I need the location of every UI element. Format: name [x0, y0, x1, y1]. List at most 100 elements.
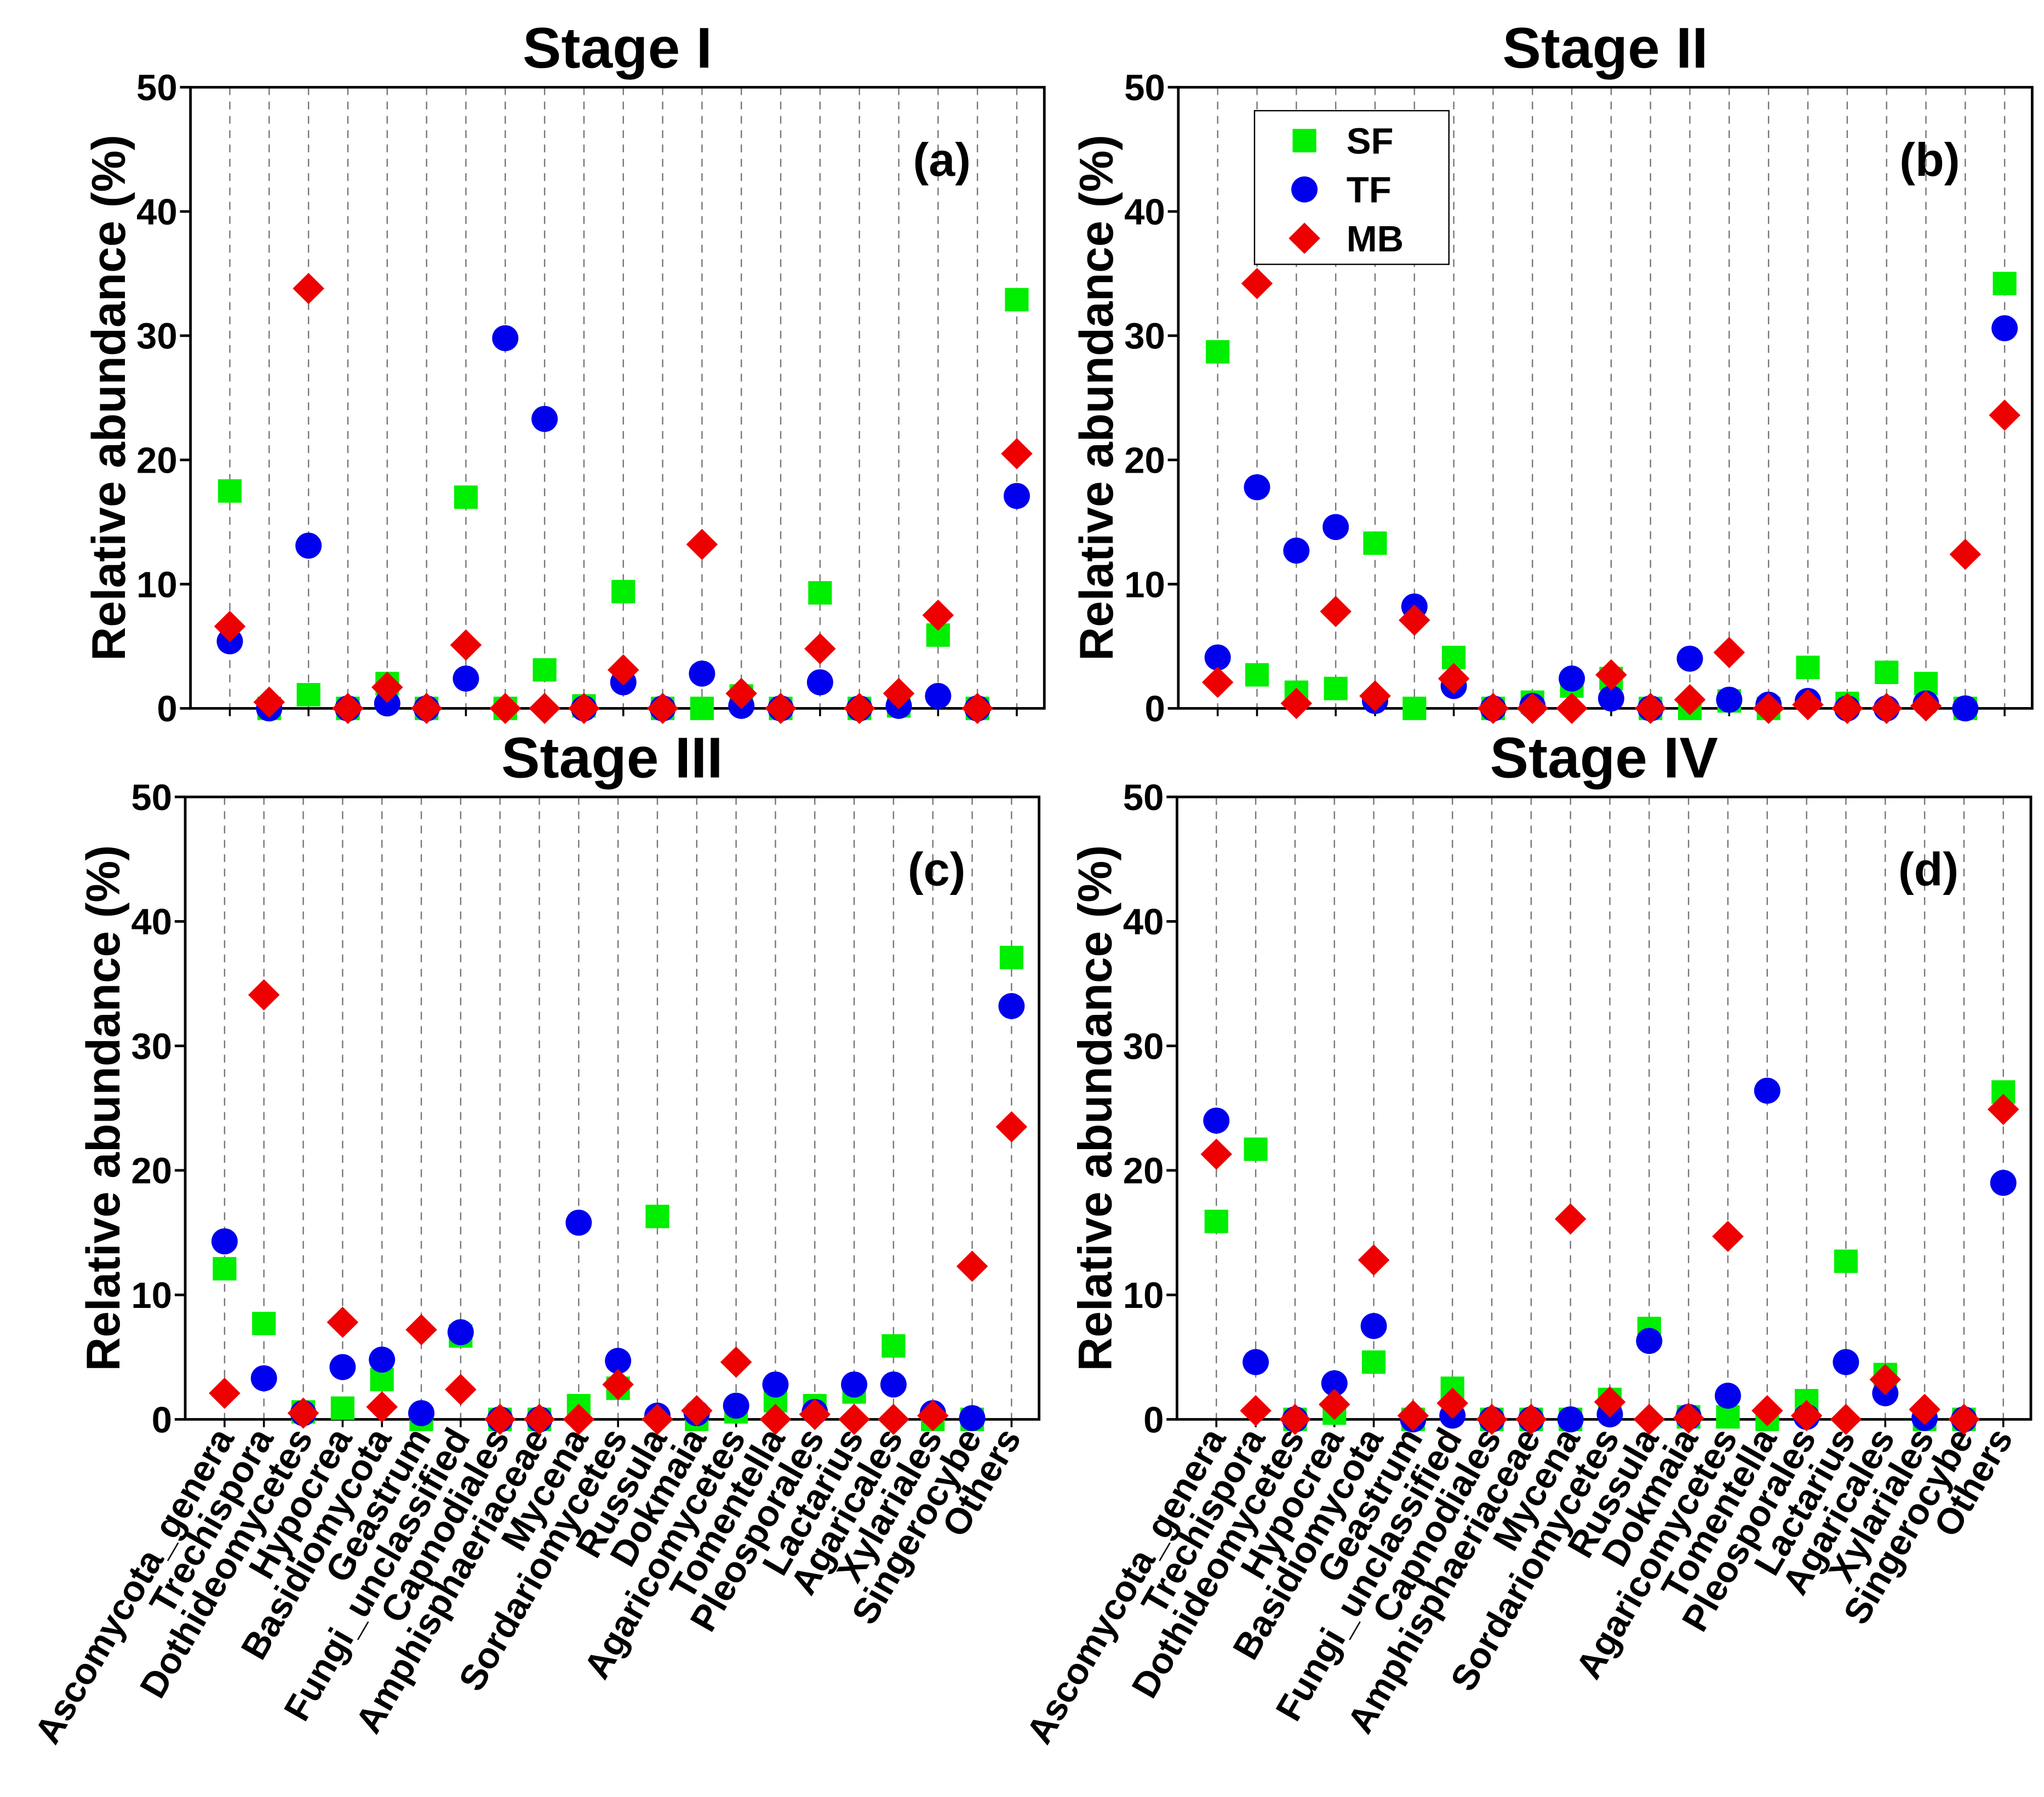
marker-diamond: [1594, 1386, 1626, 1418]
marker-circle: [925, 682, 952, 709]
y-tick-label: 40: [131, 902, 172, 943]
marker-circle: [1321, 1370, 1348, 1397]
marker-diamond: [681, 1395, 713, 1427]
marker-square: [213, 1257, 237, 1281]
marker-circle: [1204, 644, 1231, 671]
chart-title: Stage III: [501, 726, 723, 790]
marker-diamond: [1792, 689, 1824, 721]
marker-diamond: [568, 692, 600, 724]
y-tick-label: 30: [136, 316, 178, 357]
marker-diamond: [878, 1403, 909, 1436]
y-tick-label: 30: [131, 1026, 172, 1067]
marker-diamond: [995, 1111, 1028, 1142]
marker-square: [645, 1204, 669, 1228]
marker-circle: [250, 1365, 277, 1392]
y-tick-label: 50: [1123, 777, 1164, 818]
panel-label: (b): [1899, 134, 1960, 186]
y-tick-label: 40: [1123, 902, 1164, 943]
y-tick-label: 0: [1143, 1400, 1164, 1441]
marker-circle: [1244, 474, 1270, 501]
y-tick-label: 10: [1123, 1275, 1164, 1316]
marker-circle: [1243, 1349, 1269, 1375]
marker-circle: [1716, 686, 1743, 713]
marker-diamond: [450, 629, 482, 661]
marker-circle: [762, 1371, 789, 1398]
panel-label: (d): [1898, 843, 1959, 896]
marker-diamond: [1241, 268, 1273, 300]
marker-square: [1324, 676, 1348, 701]
marker-circle: [408, 1400, 435, 1426]
marker-circle: [1557, 1406, 1584, 1433]
marker-circle: [1754, 1077, 1780, 1104]
marker-diamond: [1987, 1094, 2019, 1126]
chart-title: Stage IV: [1490, 726, 1718, 790]
marker-diamond: [529, 692, 560, 724]
marker-square: [1204, 1209, 1228, 1233]
marker-circle: [1203, 1107, 1230, 1134]
marker-diamond: [922, 599, 954, 631]
legend-label: SF: [1347, 121, 1394, 162]
y-tick-label: 10: [1124, 565, 1165, 606]
marker-square: [1245, 663, 1269, 687]
marker-circle: [453, 665, 479, 692]
marker-circle: [565, 1209, 592, 1236]
marker-diamond: [720, 1346, 752, 1378]
marker-diamond: [1556, 692, 1588, 724]
marker-diamond: [1831, 692, 1863, 724]
marker-square: [808, 581, 832, 605]
marker-circle: [841, 1371, 868, 1398]
y-axis-label: Relative abundance (%): [77, 845, 130, 1371]
marker-diamond: [1751, 1395, 1783, 1427]
chart-title: Stage II: [1503, 16, 1708, 81]
marker-diamond: [563, 1403, 595, 1436]
marker-circle: [806, 669, 833, 696]
marker-diamond: [1399, 604, 1430, 636]
y-tick-label: 10: [136, 565, 178, 606]
marker-diamond: [1989, 399, 2020, 431]
marker-circle: [1676, 645, 1703, 672]
panel: 0 10 20 30 40 50 Stage I Relative abundance (%)…: [82, 16, 1046, 730]
marker-square: [1875, 661, 1899, 685]
marker-diamond: [1438, 663, 1470, 694]
panel: 0 10 20 30 40 50 Stage II Relative abundance (%…: [1070, 16, 2034, 730]
marker-diamond: [1358, 1244, 1390, 1276]
y-tick-label: 40: [1124, 192, 1165, 233]
marker-square: [330, 1396, 354, 1420]
marker-diamond: [332, 692, 364, 724]
marker-circle: [1559, 665, 1585, 692]
y-tick-label: 10: [131, 1275, 172, 1316]
marker-diamond: [327, 1306, 359, 1338]
marker-diamond: [804, 633, 836, 665]
marker-circle: [1360, 1313, 1387, 1339]
marker-diamond: [287, 1397, 319, 1429]
marker-circle: [605, 1347, 632, 1374]
marker-diamond: [523, 1403, 556, 1436]
marker-diamond: [405, 1314, 437, 1346]
marker-diamond: [1359, 680, 1391, 712]
marker-circle: [492, 325, 519, 352]
marker-diamond: [1712, 1220, 1744, 1252]
marker-diamond: [1318, 1388, 1350, 1420]
y-tick-label: 20: [131, 1151, 172, 1192]
panel: 0 10 20 30 40 50 Stage III Relative abundance (…: [27, 726, 1041, 1750]
marker-circle: [447, 1319, 474, 1346]
marker-square: [611, 579, 635, 604]
marker-diamond: [961, 692, 993, 724]
marker-square: [1244, 1137, 1268, 1161]
marker-diamond: [1201, 667, 1234, 698]
marker-diamond: [1713, 636, 1745, 668]
marker-diamond: [1870, 692, 1903, 724]
marker-circle: [1004, 483, 1030, 509]
y-tick-label: 0: [152, 1400, 172, 1441]
marker-square: [1206, 340, 1230, 364]
marker-diamond: [1397, 1400, 1429, 1432]
marker-square: [1796, 656, 1820, 679]
marker-circle: [998, 993, 1025, 1019]
y-axis-label: Relative abundance (%): [1070, 135, 1123, 661]
marker-diamond: [1909, 1393, 1940, 1425]
marker-diamond: [1910, 690, 1942, 722]
marker-diamond: [1633, 1403, 1665, 1436]
y-tick-label: 20: [1123, 1151, 1164, 1192]
panel-label: (a): [913, 134, 970, 186]
marker-square: [1834, 1249, 1858, 1273]
